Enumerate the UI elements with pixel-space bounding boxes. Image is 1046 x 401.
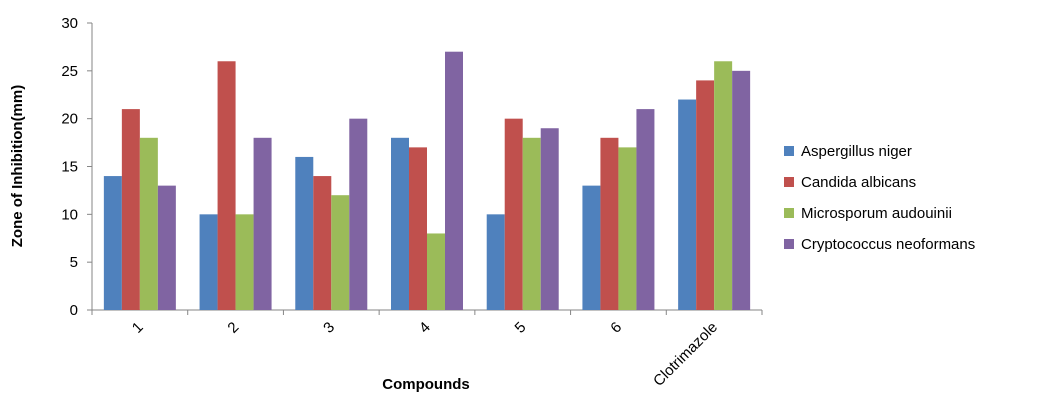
bar-aspergillus-niger-3 <box>295 156 314 310</box>
legend-swatch <box>784 146 794 156</box>
y-tick-label: 20 <box>61 111 78 128</box>
bar-cryptococcus-neoformans-5 <box>540 128 559 310</box>
legend-label: Aspergillus niger <box>801 143 912 160</box>
bar-cryptococcus-neoformans-2 <box>253 137 272 310</box>
bar-microsporum-audouinii-1 <box>139 137 158 310</box>
x-tick-label: 1 <box>129 319 147 337</box>
bar-microsporum-audouinii-4 <box>427 233 445 310</box>
y-tick-label: 10 <box>61 206 78 223</box>
bar-aspergillus-niger-4 <box>391 137 409 310</box>
legend-swatch <box>784 177 794 187</box>
y-tick-label: 15 <box>61 159 78 176</box>
legend-label: Cryptococcus neoformans <box>801 236 975 253</box>
x-tick-label: Clotrimazole <box>650 319 721 390</box>
bar-cryptococcus-neoformans-clotrimazole <box>732 70 751 310</box>
bar-aspergillus-niger-1 <box>103 176 122 310</box>
bars <box>103 51 751 311</box>
legend-label: Candida albicans <box>801 174 916 191</box>
bar-microsporum-audouinii-3 <box>331 195 350 310</box>
bar-microsporum-audouinii-clotrimazole <box>714 61 733 311</box>
x-axis-title: Compounds <box>382 376 470 393</box>
bar-candida-albicans-2 <box>217 61 236 311</box>
bar-aspergillus-niger-6 <box>582 185 601 310</box>
y-axis-title: Zone of Inhibition(mm) <box>9 85 26 247</box>
bar-candida-albicans-6 <box>600 137 619 310</box>
legend-label: Microsporum audouinii <box>801 205 952 222</box>
bar-aspergillus-niger-5 <box>486 214 505 310</box>
y-tick-label: 30 <box>61 15 78 32</box>
y-tick-label: 5 <box>70 254 78 271</box>
legend-swatch <box>784 239 794 249</box>
x-tick-label: 5 <box>512 319 530 337</box>
legend: Aspergillus niger Candida albicans Microsp… <box>784 143 975 253</box>
bar-cryptococcus-neoformans-4 <box>445 51 463 310</box>
y-tick-label: 25 <box>61 63 78 80</box>
bar-candida-albicans-1 <box>121 109 140 310</box>
x-tick-label: 3 <box>320 319 338 337</box>
y-tick-label: 0 <box>70 302 78 319</box>
legend-swatch <box>784 208 794 218</box>
bar-cryptococcus-neoformans-3 <box>349 118 368 311</box>
bar-cryptococcus-neoformans-1 <box>157 185 176 310</box>
bar-cryptococcus-neoformans-6 <box>636 109 655 310</box>
x-tick-label: 2 <box>224 319 242 337</box>
x-tick-label: 6 <box>607 319 625 337</box>
bar-candida-albicans-4 <box>409 147 427 310</box>
bar-candida-albicans-5 <box>504 118 523 311</box>
bar-candida-albicans-clotrimazole <box>696 80 715 311</box>
bar-aspergillus-niger-clotrimazole <box>678 99 697 311</box>
bar-aspergillus-niger-2 <box>199 214 218 310</box>
x-tick-label: 4 <box>416 319 434 337</box>
y-axis-ticks: 0 5 10 15 20 25 30 <box>61 15 92 319</box>
bar-microsporum-audouinii-5 <box>522 137 541 310</box>
bar-microsporum-audouinii-6 <box>618 147 637 310</box>
bar-candida-albicans-3 <box>313 176 332 310</box>
bar-microsporum-audouinii-2 <box>235 214 254 310</box>
